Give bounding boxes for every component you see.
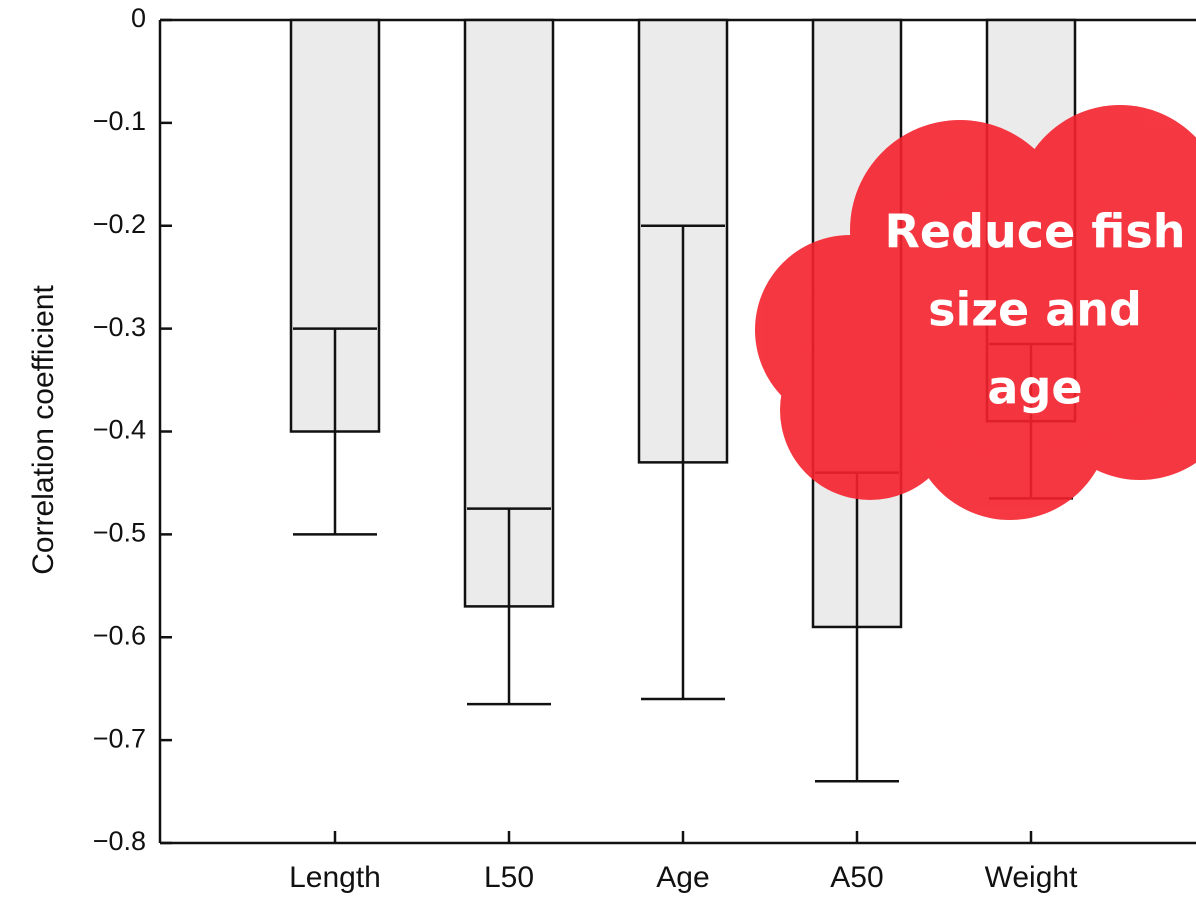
y-tick-label: −0.1 (93, 106, 146, 136)
annotation-text: age (987, 361, 1082, 415)
annotation-text: size and (928, 283, 1142, 337)
x-tick-label: Length (289, 861, 381, 894)
y-tick-label: 0 (131, 3, 146, 33)
annotation-text: Reduce fish (885, 205, 1186, 259)
y-tick-label: −0.3 (93, 312, 146, 342)
y-tick-label: −0.5 (93, 518, 146, 548)
x-tick-label: Age (656, 861, 709, 894)
y-tick-label: −0.2 (93, 209, 146, 239)
y-tick-label: −0.7 (93, 723, 146, 753)
y-tick-label: −0.4 (93, 415, 146, 445)
y-axis-label: Correlation coefficient (27, 285, 60, 575)
y-tick-label: −0.8 (93, 826, 146, 856)
x-tick-label: L50 (484, 861, 534, 894)
y-tick-label: −0.6 (93, 620, 146, 650)
x-tick-label: Weight (985, 861, 1078, 894)
x-tick-label: A50 (830, 861, 883, 894)
chart: Correlation coefficient 0 −0.1 −0.2 −0.3 −0.… (0, 0, 1196, 901)
